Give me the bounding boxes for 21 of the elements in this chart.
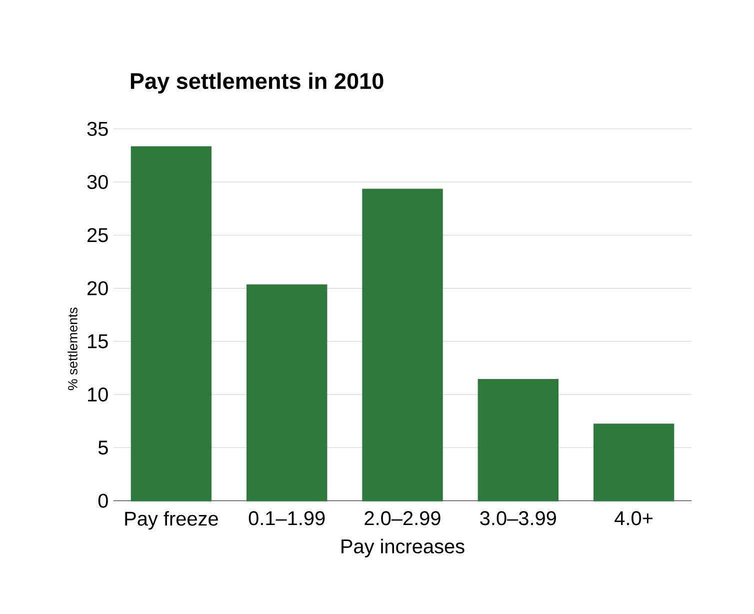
- bar: [246, 284, 328, 502]
- y-tick-label: 5: [98, 440, 108, 455]
- y-axis-title: % settlements: [68, 308, 78, 390]
- y-tick-label: 20: [88, 281, 108, 296]
- x-tick-label: 2.0–2.99: [364, 511, 440, 526]
- y-tick-label: 15: [88, 334, 108, 348]
- y-tick-label: 0: [98, 494, 108, 508]
- x-tick-label: 4.0+: [614, 511, 652, 526]
- x-tick-label: 3.0–3.99: [480, 511, 556, 526]
- y-tick-label: 35: [87, 122, 108, 136]
- bar: [478, 378, 559, 502]
- y-tick-label: 25: [88, 228, 108, 242]
- x-tick-label: Pay freeze: [125, 511, 218, 530]
- bar: [362, 188, 443, 502]
- chart-title: Pay settlements in 2010: [130, 72, 384, 94]
- x-axis-title: Pay increases: [342, 538, 464, 558]
- bar: [130, 146, 212, 502]
- x-tick-label: 0.1–1.99: [248, 511, 325, 526]
- y-tick-label: 30: [87, 174, 108, 189]
- bar: [593, 424, 674, 502]
- y-tick-label: 10: [88, 387, 108, 402]
